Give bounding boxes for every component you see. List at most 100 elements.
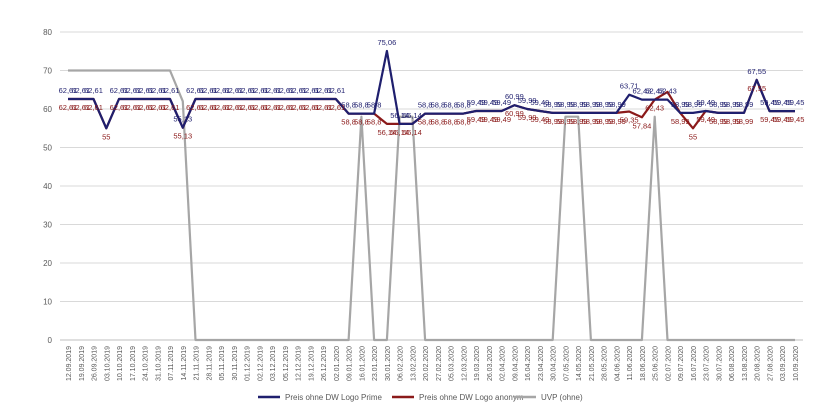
- y-tick-label: 60: [43, 105, 52, 114]
- data-label-anonym: 59,45: [786, 115, 805, 124]
- legend-label: UVP (ohne): [541, 393, 583, 402]
- x-tick-label: 07.05.2020: [563, 346, 570, 381]
- x-tick-label: 05.03.2020: [449, 346, 456, 381]
- x-tick-label: 30.07.2020: [716, 346, 723, 381]
- data-label-anonym: 62,61: [84, 103, 103, 112]
- data-label-prime: 58,8: [418, 101, 433, 110]
- data-label-prime: 59,49: [492, 98, 511, 107]
- data-label-anonym: 58,99: [569, 117, 588, 126]
- data-label-prime: 62,61: [122, 86, 141, 95]
- x-tick-label: 28.05.2020: [602, 346, 609, 381]
- data-label-prime: 59,99: [518, 96, 537, 105]
- x-tick-label: 09.01.2020: [347, 346, 354, 381]
- x-tick-label: 19.12.2019: [308, 346, 315, 381]
- data-label-anonym: 58,99: [582, 117, 601, 126]
- data-label-prime: 62,61: [161, 86, 180, 95]
- x-tick-label: 18.06.2020: [640, 346, 647, 381]
- x-tick-label: 06.08.2020: [729, 346, 736, 381]
- x-tick-label: 26.09.2019: [92, 346, 99, 381]
- data-label-prime: 58,99: [735, 100, 754, 109]
- data-label-anonym: 62,61: [110, 103, 129, 112]
- data-label-prime: 62,61: [275, 86, 294, 95]
- data-label-anonym: 58,99: [594, 117, 613, 126]
- x-tick-label: 14.11.2019: [181, 346, 188, 381]
- data-label-prime: 58,8: [431, 101, 446, 110]
- data-label-prime: 59,49: [696, 98, 715, 107]
- data-label-prime: 58,99: [594, 100, 613, 109]
- data-label-prime: 62,61: [59, 86, 78, 95]
- data-label-prime: 58,99: [582, 100, 601, 109]
- axes: 0 10 20 30 40 50 60 70 80 12.09.2019 19.09.2019 26.…: [43, 28, 803, 381]
- data-label-prime: 59,49: [531, 98, 550, 107]
- data-label-prime: 58,8: [354, 101, 369, 110]
- data-label-anonym: 62,61: [71, 103, 90, 112]
- x-tick-label: 25.06.2020: [653, 346, 660, 381]
- x-tick-label: 27.08.2020: [767, 346, 774, 381]
- data-label-anonym: 62,61: [186, 103, 205, 112]
- data-label-prime: 59,45: [773, 98, 792, 107]
- data-label-anonym: 55: [102, 132, 110, 141]
- data-label-anonym: 62,61: [275, 103, 294, 112]
- y-tick-label: 10: [43, 298, 52, 307]
- data-label-anonym: 62,61: [122, 103, 141, 112]
- data-label-prime: 62,61: [110, 86, 129, 95]
- data-label-prime: 62,61: [199, 86, 218, 95]
- data-label-anonym: 57,84: [633, 121, 652, 130]
- data-label-anonym: 56,14: [390, 128, 409, 137]
- data-label-prime: 62,61: [326, 86, 345, 95]
- data-label-anonym: 59,45: [760, 115, 779, 124]
- data-label-anonym: 58,99: [543, 117, 562, 126]
- x-tick-label: 27.02.2020: [436, 346, 443, 381]
- data-label-anonym: 62,61: [212, 103, 231, 112]
- x-tick-label: 10.09.2020: [793, 346, 800, 381]
- x-tick-label: 03.10.2019: [104, 346, 111, 381]
- data-label-anonym: 55: [689, 132, 697, 141]
- data-label-anonym: 59,99: [518, 113, 537, 122]
- x-tick-label: 04.06.2020: [614, 346, 621, 381]
- data-label-prime: 58,99: [556, 100, 575, 109]
- data-label-anonym: 62,61: [237, 103, 256, 112]
- data-label-prime: 58,99: [684, 100, 703, 109]
- data-label-anonym: 62,61: [148, 103, 167, 112]
- data-label-anonym: 62,61: [250, 103, 269, 112]
- data-label-anonym: 60,99: [505, 109, 524, 118]
- x-tick-label: 24.10.2019: [143, 346, 150, 381]
- x-tick-label: 30.01.2020: [385, 346, 392, 381]
- data-label-anonym: 55,13: [173, 132, 192, 141]
- legend-label: Preis ohne DW Logo anonym: [419, 393, 524, 402]
- x-tick-label: 01.12.2019: [245, 346, 252, 381]
- data-label-prime: 58,8: [341, 101, 356, 110]
- data-label-prime: 62,61: [186, 86, 205, 95]
- x-tick-label: 14.05.2020: [576, 346, 583, 381]
- data-label-prime: 62,61: [212, 86, 231, 95]
- data-label-anonym: 62,61: [224, 103, 243, 112]
- data-label-prime: 58,99: [671, 100, 690, 109]
- data-label-prime: 62,61: [71, 86, 90, 95]
- x-tick-label: 23.01.2020: [372, 346, 379, 381]
- data-label-prime: 58,99: [722, 100, 741, 109]
- y-tick-label: 40: [43, 182, 52, 191]
- data-label-anonym: 62,61: [314, 103, 333, 112]
- data-label-anonym: 58,8: [341, 118, 356, 127]
- x-tick-label: 02.04.2020: [500, 346, 507, 381]
- y-tick-label: 70: [43, 67, 52, 76]
- x-tick-label: 03.09.2020: [780, 346, 787, 381]
- data-label-anonym: 58,99: [722, 117, 741, 126]
- x-tick-label: 05.12.2019: [283, 346, 290, 381]
- x-tick-label: 28.11.2019: [206, 346, 213, 381]
- data-label-anonym: 62,61: [288, 103, 307, 112]
- x-tick-label: 12.03.2020: [461, 346, 468, 381]
- x-tick-label: 02.12.2019: [257, 346, 264, 381]
- x-tick-label: 16.07.2020: [691, 346, 698, 381]
- legend: Preis ohne DW Logo Prime Preis ohne DW Lo…: [258, 393, 583, 402]
- data-label-prime: 62,61: [263, 86, 282, 95]
- x-tick-label: 05.11.2019: [219, 346, 226, 381]
- y-tick-label: 80: [43, 28, 52, 37]
- data-label-prime: 58,99: [543, 100, 562, 109]
- y-tick-label: 30: [43, 221, 52, 230]
- data-label-anonym: 62,43: [645, 104, 664, 113]
- x-tick-label: 30.11.2019: [232, 346, 239, 381]
- data-label-prime: 58,99: [569, 100, 588, 109]
- data-label-anonym: 58,99: [709, 117, 728, 126]
